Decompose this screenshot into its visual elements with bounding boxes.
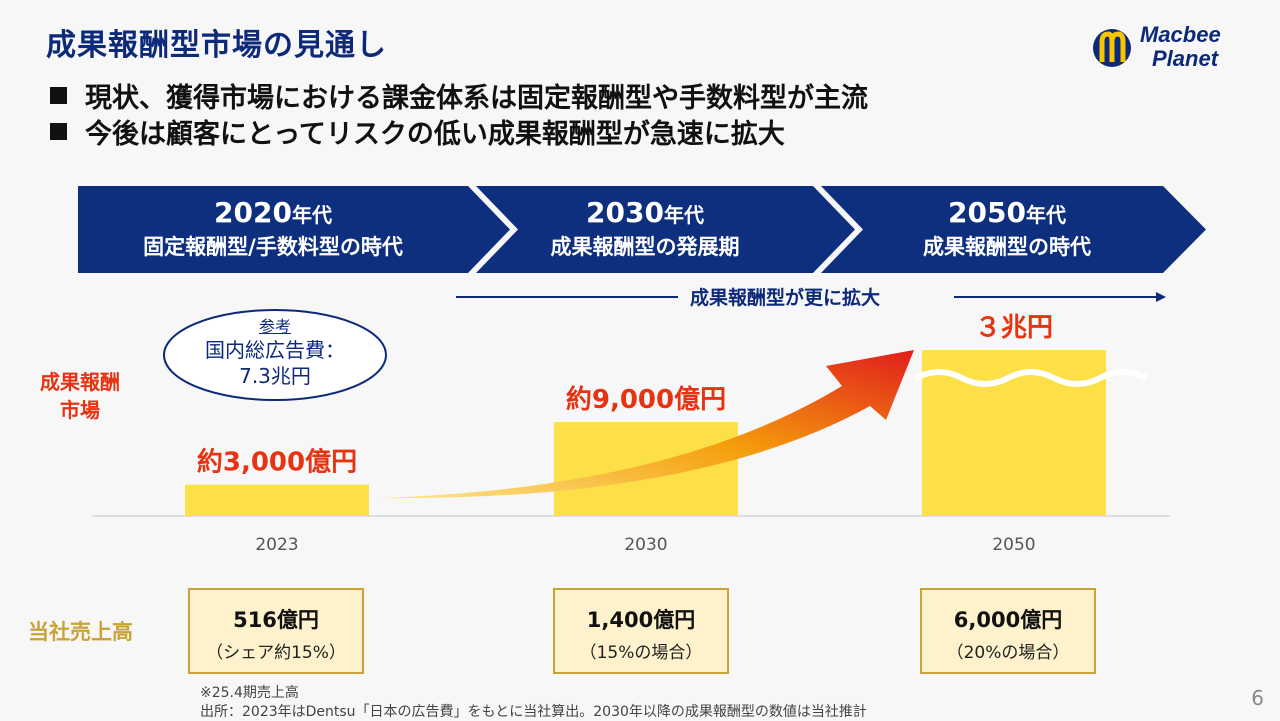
expansion-arrow xyxy=(456,292,1166,302)
axis-break-wave xyxy=(914,369,1148,387)
sales-box-2023: 516億円 （シェア約15%） xyxy=(188,588,364,674)
bullet-text: 今後は顧客にとってリスクの低い成果報酬型が急速に拡大 xyxy=(85,119,785,150)
data-label-2023: 約3,000億円 xyxy=(197,447,357,478)
sales-label: 当社売上高 xyxy=(28,620,133,644)
footnote-1: ※25.4期売上高 xyxy=(200,685,299,701)
company-logo: Macbee Planet xyxy=(1090,20,1260,72)
bullet-2: 今後は顧客にとってリスクの低い成果報酬型が急速に拡大 xyxy=(50,112,785,151)
bullet-1: 現状、獲得市場における課金体系は固定報酬型や手数料型が主流 xyxy=(50,76,868,115)
x-tick-2050: 2050 xyxy=(992,535,1035,555)
chevron-2050 xyxy=(821,186,1206,273)
reference-box: 参考 国内総広告費： 7.3兆円 xyxy=(162,313,388,389)
reference-line1: 国内総広告費： xyxy=(205,338,345,362)
logo-mark-icon xyxy=(1093,29,1131,67)
timeline-chevrons xyxy=(78,186,1206,273)
square-bullet-icon xyxy=(50,123,67,140)
growth-arrow xyxy=(380,350,914,499)
chevron-2020 xyxy=(78,186,510,273)
page-number: 6 xyxy=(1251,686,1264,710)
square-bullet-icon xyxy=(50,87,67,104)
x-tick-2030: 2030 xyxy=(624,535,667,555)
chevron-2030 xyxy=(476,186,855,273)
reference-ellipse xyxy=(163,309,387,401)
timeline-item-2050: 2050年代 成果報酬型の時代 xyxy=(923,196,1091,259)
expansion-label: 成果報酬型が更に拡大 xyxy=(690,287,881,309)
data-label-2050: ３兆円 xyxy=(975,313,1053,343)
page-title: 成果報酬型市場の見通し xyxy=(46,28,387,63)
x-tick-2023: 2023 xyxy=(255,535,298,555)
data-label-2030: 約9,000億円 xyxy=(566,384,726,415)
logo-text-1: Macbee xyxy=(1140,22,1221,47)
footnote-2: 出所：2023年はDentsu「日本の広告費」をもとに当社算出。2030年以降の… xyxy=(200,704,867,720)
reference-line2: 7.3兆円 xyxy=(239,364,311,388)
timeline-item-2030: 2030年代 成果報酬型の発展期 xyxy=(550,196,740,259)
market-bar-chart: 約3,000億円 2023 約9,000億円 2030 ３兆円 2050 xyxy=(92,313,1170,555)
market-label: 成果報酬 市場 xyxy=(40,370,120,422)
sales-box-2030: 1,400億円 （15%の場合） xyxy=(553,588,729,674)
arrow-head-icon xyxy=(1156,292,1166,302)
bar-2023 xyxy=(185,484,369,516)
sales-box-2050: 6,000億円 （20%の場合） xyxy=(920,588,1096,674)
reference-title: 参考 xyxy=(258,317,291,336)
bullet-text: 現状、獲得市場における課金体系は固定報酬型や手数料型が主流 xyxy=(85,83,868,114)
logo-text-2: Planet xyxy=(1152,46,1220,71)
timeline-item-2020: 2020年代 固定報酬型/手数料型の時代 xyxy=(143,196,403,259)
